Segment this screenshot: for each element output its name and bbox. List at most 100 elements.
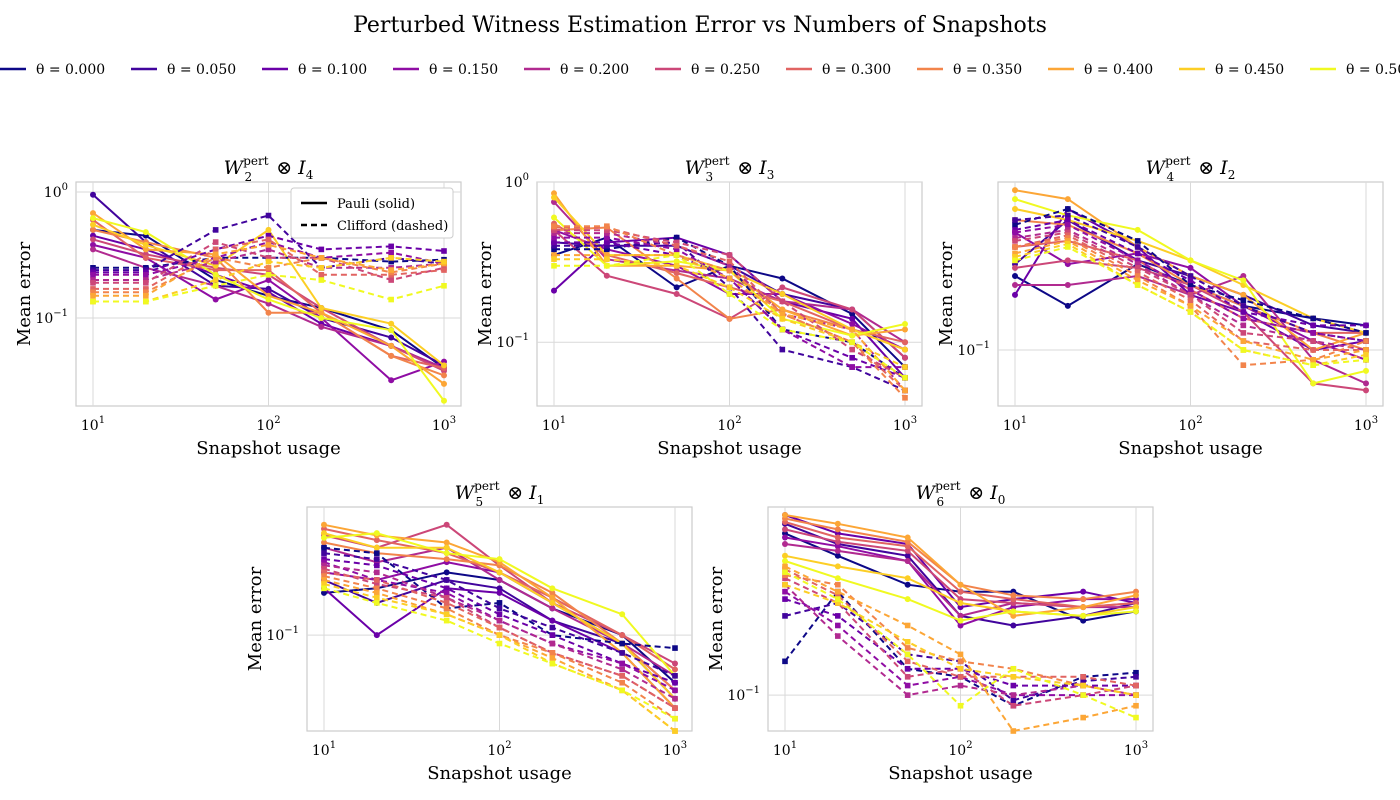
pauli-point	[373, 632, 380, 639]
clifford-point	[1240, 330, 1247, 336]
clifford-point	[849, 326, 855, 333]
pauli-point	[441, 362, 447, 369]
clifford-point	[1065, 206, 1071, 212]
clifford-point	[849, 346, 855, 353]
pauli-point	[619, 611, 626, 618]
clifford-point	[782, 588, 788, 595]
clifford-point	[835, 613, 841, 619]
x-tick-label: 103	[893, 415, 917, 434]
clifford-point	[782, 572, 788, 578]
clifford-point	[496, 632, 503, 638]
clifford-point	[143, 289, 149, 296]
clifford-point	[374, 569, 380, 576]
pauli-point	[849, 315, 856, 322]
pauli-point	[1064, 257, 1071, 264]
pauli-point	[1363, 367, 1369, 374]
clifford-point	[782, 596, 788, 602]
pauli-point	[388, 334, 395, 341]
pauli-point	[142, 229, 149, 236]
clifford-point	[549, 640, 556, 647]
clifford-point	[1134, 244, 1141, 250]
clifford-point	[1010, 665, 1017, 672]
pauli-point	[443, 539, 450, 546]
pauli-point	[1134, 226, 1141, 233]
pauli-point	[834, 526, 841, 533]
clifford-point	[1012, 222, 1018, 228]
clifford-point	[1012, 238, 1018, 244]
clifford-point	[1080, 682, 1086, 689]
clifford-point	[1012, 257, 1018, 264]
clifford-point	[849, 354, 855, 361]
pauli-point	[1133, 604, 1139, 611]
clifford-point	[441, 267, 447, 273]
legend-label-0: θ = 0.000	[36, 62, 105, 78]
clifford-point	[551, 223, 557, 229]
clifford-point	[779, 311, 786, 317]
clifford-point	[619, 666, 625, 673]
pauli-point	[782, 557, 788, 564]
pauli-point	[318, 304, 325, 311]
clifford-point	[604, 262, 610, 269]
pauli-point	[673, 258, 680, 265]
clifford-point	[902, 387, 908, 394]
clifford-point	[443, 594, 450, 601]
clifford-point	[321, 573, 327, 579]
pauli-point	[673, 270, 680, 277]
clifford-point	[1187, 277, 1194, 284]
pauli-point	[904, 581, 911, 588]
clifford-point	[1010, 692, 1017, 698]
pauli-point	[782, 552, 788, 559]
clifford-point	[443, 600, 450, 606]
pauli-point	[496, 556, 503, 563]
clifford-point	[388, 255, 394, 261]
x-axis-label: Snapshot usage	[888, 763, 1033, 784]
clifford-point	[1240, 322, 1247, 329]
clifford-point	[1010, 702, 1017, 709]
clifford-point	[904, 674, 911, 680]
clifford-point	[1363, 347, 1369, 353]
pauli-point	[1064, 196, 1071, 203]
clifford-point	[496, 640, 503, 647]
clifford-point	[1065, 241, 1071, 247]
y-axis-label: Mean error	[706, 566, 727, 671]
clifford-point	[496, 605, 503, 612]
clifford-point	[212, 277, 219, 283]
clifford-point	[726, 275, 733, 282]
clifford-point	[551, 230, 557, 236]
pauli-point	[1010, 592, 1017, 599]
clifford-point	[374, 562, 380, 569]
clifford-point	[1133, 702, 1139, 709]
clifford-point	[904, 692, 911, 698]
pauli-point	[1187, 264, 1194, 271]
pauli-point	[1310, 380, 1317, 387]
pauli-point	[849, 311, 856, 318]
pauli-point	[212, 271, 219, 278]
clifford-point	[143, 292, 149, 299]
pauli-point	[496, 569, 503, 576]
clifford-point	[441, 258, 447, 265]
clifford-point	[1240, 338, 1247, 344]
pauli-point	[212, 296, 219, 303]
clifford-point	[1187, 297, 1194, 304]
clifford-point	[1240, 362, 1247, 368]
pauli-point	[1187, 257, 1194, 264]
pauli-point	[321, 534, 327, 541]
clifford-point	[835, 633, 841, 639]
panel-title: Wpert 4 ⊗ I2	[1146, 154, 1236, 184]
pauli-point	[902, 326, 908, 333]
clifford-point	[1012, 217, 1018, 223]
clifford-point	[782, 575, 788, 582]
clifford-point	[1240, 303, 1247, 309]
clifford-point	[321, 577, 327, 583]
legend-label-2: θ = 0.100	[298, 62, 367, 78]
clifford-point	[321, 581, 327, 587]
panel-5: 101 102 103 10−1 Wpert 6 ⊗ I0 Snapshot usage Me…	[706, 479, 1154, 784]
pauli-point	[90, 226, 96, 233]
clifford-point	[904, 682, 911, 689]
y-tick-label: 10−1	[35, 308, 68, 327]
pauli-point	[549, 605, 556, 612]
clifford-point	[1310, 322, 1316, 329]
pauli-point	[849, 320, 856, 327]
x-tick-label: 102	[487, 740, 511, 759]
clifford-point	[1080, 678, 1086, 684]
